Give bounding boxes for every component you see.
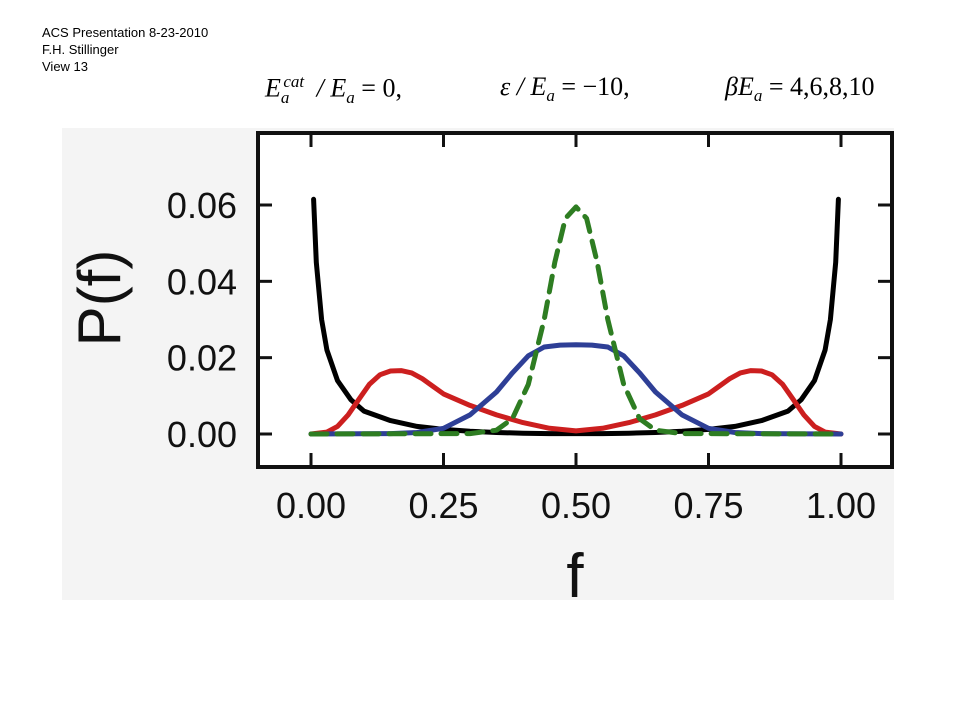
x-tick-label-1: 0.25 bbox=[408, 485, 478, 526]
equation-beta-energy: βEa = 4,6,8,10 bbox=[725, 72, 875, 106]
x-tick-label-3: 0.75 bbox=[673, 485, 743, 526]
y-tick-labels: 0.00 0.02 0.04 0.06 bbox=[167, 185, 237, 455]
plot-frame bbox=[256, 131, 894, 469]
curve-red bbox=[308, 368, 844, 437]
header-line-title: ACS Presentation 8-23-2010 bbox=[42, 25, 209, 40]
y-tick-label-2: 0.04 bbox=[167, 261, 237, 302]
curve-green-dashed bbox=[308, 204, 844, 437]
parameter-equations: Eacat / Ea = 0, ε / Ea = −10, βEa = 4,6,… bbox=[0, 62, 960, 112]
y-tick-label-0: 0.00 bbox=[167, 414, 237, 455]
equation-epsilon-ratio: ε / Ea = −10, bbox=[500, 72, 630, 106]
equation-catalyst-ratio: Eacat / Ea = 0, bbox=[265, 72, 402, 107]
y-tick-label-3: 0.06 bbox=[167, 185, 237, 226]
slide-header: ACS Presentation 8-23-2010 F.H. Stilling… bbox=[42, 24, 208, 75]
header-line-author: F.H. Stillinger bbox=[42, 42, 119, 57]
curve-blue bbox=[308, 342, 844, 437]
header-line-view: View 13 bbox=[42, 59, 89, 74]
y-tick-label-1: 0.02 bbox=[167, 338, 237, 379]
curve-black bbox=[311, 196, 841, 437]
x-tick-label-2: 0.50 bbox=[541, 485, 611, 526]
tick-marks bbox=[258, 133, 892, 467]
x-tick-label-4: 1.00 bbox=[806, 485, 876, 526]
y-axis-label: P(f) bbox=[66, 250, 133, 347]
series-layer bbox=[308, 196, 844, 437]
x-axis-label: f bbox=[566, 542, 584, 611]
x-tick-label-0: 0.00 bbox=[276, 485, 346, 526]
x-tick-labels: 0.00 0.25 0.50 0.75 1.00 bbox=[276, 485, 876, 526]
